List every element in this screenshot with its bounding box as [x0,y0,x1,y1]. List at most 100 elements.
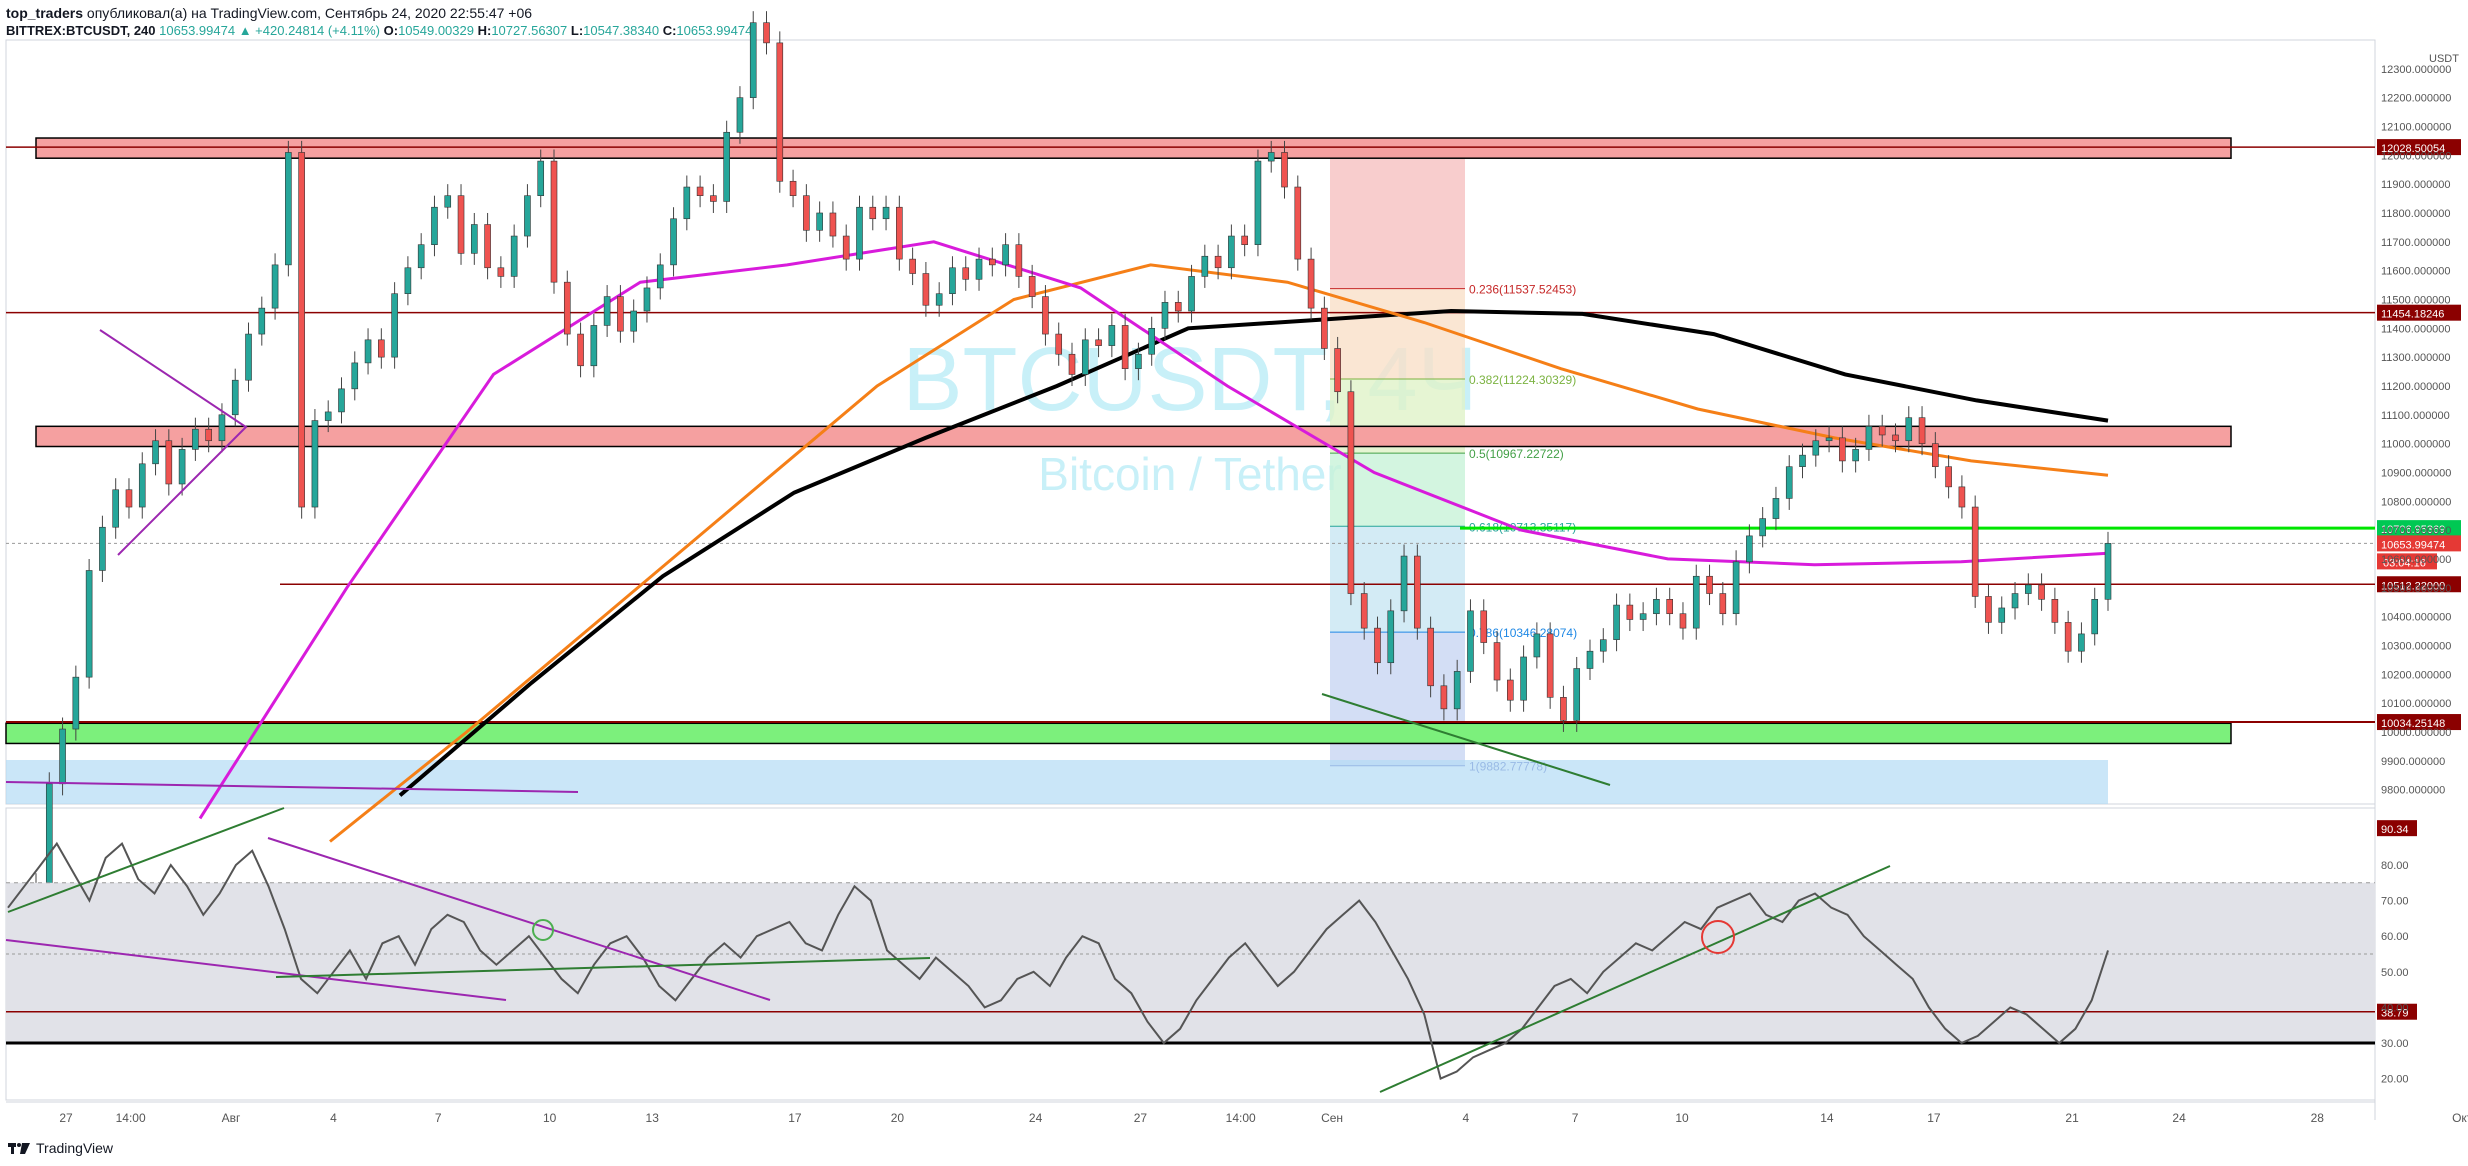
candle-body-136 [1839,437,1846,462]
price-tick-8: 11600.000000 [2381,266,2451,278]
time-tick-13: 4 [1462,1111,1469,1125]
candle-body-109 [1480,610,1488,643]
candle-body-85 [1161,302,1169,329]
time-tick-16: 14 [1820,1111,1834,1125]
ohlc-line: BITTREX:BTCUSDT, 240 10653.99474 ▲ +420.… [6,22,2406,40]
countdown-tag [2377,553,2437,570]
support-zone-0 [5,722,2232,745]
candle-body-13 [205,428,212,442]
price-tick-19: 10500.000000 [2381,583,2451,595]
candle-body-122 [1653,599,1660,615]
rsi-marker-green [532,919,554,941]
price-level-tag-text-3: 10653.99474 [2381,539,2445,551]
author-name[interactable]: top_traders [6,5,84,21]
moving-average-orange [329,263,2109,843]
candle-body-47 [656,264,664,289]
time-tick-8: 20 [891,1111,905,1125]
candle-body-69 [949,267,956,295]
candle-body-96 [1307,258,1315,309]
price-level-tag-text-2: 10706.95369 [2381,524,2445,536]
rsi-tick-7: 20.00 [2381,1074,2409,1086]
candle-body-156 [2104,543,2112,600]
axis-unit-label: USDT [2429,53,2459,65]
candle-body-142 [1918,417,1926,444]
time-tick-3: 4 [330,1111,337,1125]
price-tick-20: 10400.000000 [2381,612,2451,624]
candle-body-155 [2091,599,2099,635]
candle-body-148 [1998,607,2006,623]
candle-body-65 [896,206,903,260]
price-tick-6: 11800.000000 [2381,208,2451,220]
candle-body-139 [1878,426,1886,436]
price-level-tag-text-1: 11454.18246 [2381,309,2444,321]
price-level-tag-text-4: 10512.22000 [2381,580,2445,592]
open-label: O: [383,23,399,38]
volume-band [6,760,2108,804]
candle-body-29 [417,244,425,269]
candle-body-115 [1560,697,1567,721]
price-tick-3: 12100.000000 [2381,121,2451,133]
close-value: 10653.99474 [676,23,753,38]
candle-body-54 [749,22,757,98]
rsi-tick-0: 90.34 [2381,824,2409,836]
candle-body-106 [1440,685,1448,710]
rsi-tick-3: 60.00 [2381,931,2409,943]
candle-body-21 [311,420,319,508]
candle-body-20 [298,152,305,508]
candle-body-12 [192,428,199,450]
candle-body-72 [989,258,996,266]
candle-body-57 [789,180,797,196]
candle-body-30 [431,206,438,245]
candle-body-129 [1746,535,1753,563]
candle-body-9 [152,440,159,465]
price-level-tag-2 [2377,520,2461,537]
candle-body-125 [1692,575,1700,629]
candle-body-68 [935,293,943,306]
candle-body-127 [1719,593,1727,615]
high-label: H: [477,23,492,38]
chart-header: top_traders опубликовал(а) на TradingVie… [6,4,2406,40]
time-tick-21: Окт [2452,1111,2468,1125]
price-tick-5: 11900.000000 [2381,179,2451,191]
candle-body-10 [165,440,173,485]
candle-body-1 [45,783,53,886]
rsi-tick-2: 70.00 [2381,896,2409,908]
candle-body-111 [1507,679,1514,701]
rsi-tick-5: 40.00 [2381,1002,2409,1014]
candle-body-102 [1387,610,1395,664]
candle-body-135 [1825,437,1833,442]
fib-label-0.5: 0.5(10967.22722) [1469,447,1564,461]
candle-body-46 [643,287,651,312]
candle-body-150 [2025,584,2032,594]
rsi-max-tag [2377,820,2417,837]
candle-body-144 [1945,466,1952,488]
rsi-tick-6: 30.00 [2381,1038,2409,1050]
candle-body-61 [842,235,850,260]
candle-body-97 [1321,307,1328,349]
candle-body-86 [1174,302,1182,312]
candle-body-89 [1214,255,1222,269]
rsi-level-tag-text: 38.79 [2381,1008,2409,1020]
candle-body-82 [1121,325,1129,369]
candle-body-24 [351,362,359,390]
candle-body-44 [617,296,624,332]
time-tick-5: 10 [543,1111,557,1125]
candle-body-22 [324,411,332,421]
candle-body-75 [1028,276,1036,297]
candle-body-116 [1573,668,1581,721]
price-tick-18: 10600.000000 [2381,554,2451,566]
publish-info: опубликовал(а) на TradingView.com, Сентя… [86,5,533,21]
candle-body-3 [72,676,80,730]
candle-body-70 [962,267,970,280]
moving-average-black [398,308,2109,797]
candle-body-48 [670,218,677,266]
fib-zone-1 [1330,288,1465,379]
time-tick-1: 14:00 [116,1111,146,1125]
candle-body-4 [85,570,93,678]
candle-body-7 [125,489,133,508]
price-tick-14: 11000.000000 [2381,439,2451,451]
price-change: ▲ +420.24814 (+4.11%) [238,23,380,38]
candle-body-104 [1414,555,1421,629]
rsi-level-tag [2377,1003,2417,1020]
